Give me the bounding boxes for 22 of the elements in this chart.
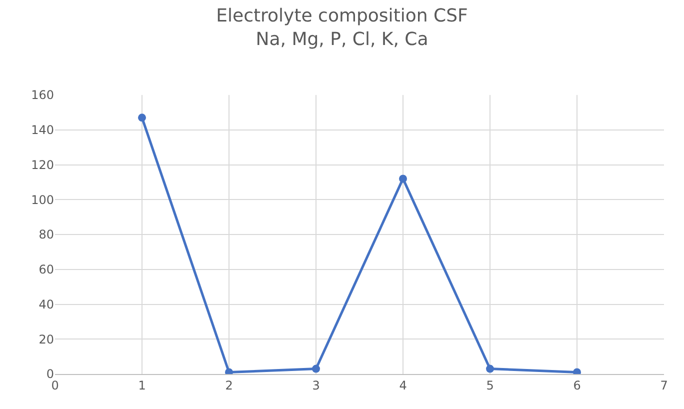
y-tick-label: 80 bbox=[38, 228, 54, 242]
x-tick-label: 1 bbox=[138, 378, 146, 392]
x-tick-label: 5 bbox=[486, 378, 494, 392]
x-tick-label: 3 bbox=[312, 378, 320, 392]
y-tick-label: 140 bbox=[31, 123, 54, 138]
point bbox=[399, 174, 407, 183]
point bbox=[138, 114, 146, 122]
y-tick-label: 40 bbox=[38, 297, 54, 312]
y-tick-label: 60 bbox=[38, 262, 54, 277]
point bbox=[312, 364, 320, 373]
y-tick-label: 120 bbox=[31, 158, 54, 172]
x-tick-label: 4 bbox=[399, 378, 407, 392]
x-tick-label: 2 bbox=[225, 378, 233, 392]
chart-title: Electrolyte composition CSF bbox=[216, 6, 468, 27]
x-tick-label: 7 bbox=[660, 378, 668, 392]
y-tick-label: 100 bbox=[31, 192, 54, 207]
point bbox=[486, 364, 494, 373]
y-tick-label: 20 bbox=[38, 332, 54, 346]
x-tick-label: 6 bbox=[573, 378, 581, 392]
y-tick-label: 0 bbox=[46, 367, 54, 382]
chart-subtitle: Na, Mg, P, Cl, K, Ca bbox=[256, 29, 428, 50]
y-tick-label: 160 bbox=[31, 88, 54, 102]
